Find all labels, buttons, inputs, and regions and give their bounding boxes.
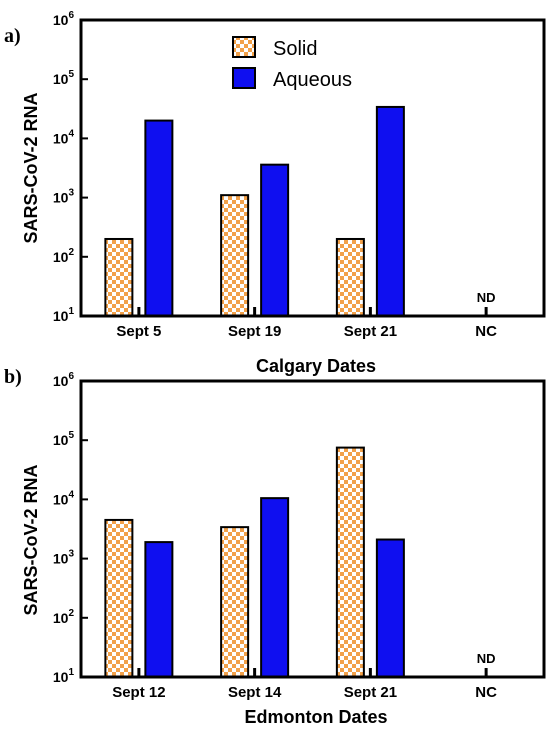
b-y-tick-exponent: 4 bbox=[68, 489, 74, 500]
a-y-tick-base: 10 bbox=[53, 71, 69, 87]
b-y-tick-base: 10 bbox=[53, 669, 69, 685]
b-bar-aqueous bbox=[375, 538, 405, 678]
a-bar-solid bbox=[104, 237, 134, 317]
panel-a-bars: ND bbox=[104, 105, 496, 317]
b-y-tick-base: 10 bbox=[53, 551, 69, 567]
a-bar-aqueous bbox=[144, 119, 174, 317]
a-y-tick-label: 101 bbox=[53, 306, 75, 324]
a-bar-aqueous bbox=[260, 163, 290, 317]
b-bar-aqueous bbox=[260, 497, 290, 678]
b-y-tick-exponent: 2 bbox=[68, 608, 74, 619]
a-y-tick-base: 10 bbox=[53, 308, 69, 324]
panel-a-plot-frame bbox=[79, 18, 546, 318]
a-x-tick-label: Sept 19 bbox=[228, 323, 281, 340]
panel-b-y-axis-title: SARS-CoV-2 RNA bbox=[21, 464, 41, 615]
b-y-tick-label: 103 bbox=[53, 549, 75, 567]
a-y-tick-label: 102 bbox=[53, 247, 75, 265]
panel-b-x-axis-title: Edmonton Dates bbox=[244, 707, 387, 727]
panel-b-plot-frame bbox=[79, 379, 546, 679]
b-x-tick-label: Sept 21 bbox=[344, 684, 397, 701]
b-y-tick-base: 10 bbox=[53, 610, 69, 626]
b-bar-solid bbox=[335, 446, 365, 678]
a-y-tick-base: 10 bbox=[53, 130, 69, 146]
b-y-tick-label: 105 bbox=[53, 430, 75, 448]
a-y-tick-exponent: 4 bbox=[68, 128, 74, 139]
a-y-tick-base: 10 bbox=[53, 12, 69, 28]
legend: Solid Aqueous bbox=[232, 36, 352, 91]
b-bar-solid bbox=[220, 526, 250, 679]
b-y-tick-base: 10 bbox=[53, 432, 69, 448]
a-y-tick-exponent: 6 bbox=[68, 10, 74, 21]
b-bar-solid bbox=[104, 518, 134, 678]
a-x-tick-label: Sept 21 bbox=[344, 323, 397, 340]
a-y-tick-label: 105 bbox=[53, 69, 75, 87]
legend-item-aqueous: Aqueous bbox=[232, 67, 352, 91]
legend-swatch-solid bbox=[232, 36, 256, 58]
b-y-tick-exponent: 6 bbox=[68, 371, 74, 382]
a-x-tick-label: Sept 5 bbox=[116, 323, 161, 340]
b-x-tick-label: Sept 14 bbox=[228, 684, 282, 701]
b-y-tick-label: 106 bbox=[53, 371, 75, 389]
b-y-tick-base: 10 bbox=[53, 491, 69, 507]
a-annotation-nd: ND bbox=[477, 290, 496, 305]
panel-b-bars: ND bbox=[104, 446, 496, 679]
legend-item-solid: Solid bbox=[232, 36, 317, 60]
legend-label-aqueous: Aqueous bbox=[273, 69, 352, 91]
a-bar-solid bbox=[220, 194, 250, 317]
panel-a-x-ticks: Sept 5 Sept 19 Sept 21 NC bbox=[116, 307, 497, 340]
a-bar-aqueous bbox=[375, 105, 405, 317]
panel-a-x-axis-title: Calgary Dates bbox=[256, 356, 376, 376]
a-x-tick-label: NC bbox=[475, 323, 497, 340]
a-y-tick-exponent: 5 bbox=[68, 69, 74, 80]
a-y-tick-label: 106 bbox=[53, 10, 75, 28]
a-y-tick-base: 10 bbox=[53, 190, 69, 206]
b-y-tick-exponent: 3 bbox=[68, 549, 74, 560]
b-annotation-nd: ND bbox=[477, 651, 496, 666]
a-y-tick-exponent: 1 bbox=[68, 306, 74, 317]
b-y-tick-label: 101 bbox=[53, 667, 75, 685]
b-y-tick-label: 102 bbox=[53, 608, 75, 626]
b-y-tick-label: 104 bbox=[53, 489, 75, 507]
b-y-tick-base: 10 bbox=[53, 373, 69, 389]
a-y-tick-label: 104 bbox=[53, 128, 75, 146]
b-y-tick-exponent: 1 bbox=[68, 667, 74, 678]
b-x-tick-label: Sept 12 bbox=[112, 684, 165, 701]
a-y-tick-base: 10 bbox=[53, 249, 69, 265]
panel-a-label: a) bbox=[4, 25, 21, 47]
a-y-tick-exponent: 3 bbox=[68, 188, 74, 199]
panel-a-y-axis-title: SARS-CoV-2 RNA bbox=[21, 92, 41, 243]
legend-label-solid: Solid bbox=[273, 38, 317, 60]
a-bar-solid bbox=[335, 237, 365, 317]
a-y-tick-label: 103 bbox=[53, 188, 75, 206]
panel-b-label: b) bbox=[4, 366, 22, 388]
legend-swatch-aqueous bbox=[232, 67, 256, 89]
b-y-tick-exponent: 5 bbox=[68, 430, 74, 441]
b-x-tick-label: NC bbox=[475, 684, 497, 701]
b-bar-aqueous bbox=[144, 541, 174, 678]
a-y-tick-exponent: 2 bbox=[68, 247, 74, 258]
